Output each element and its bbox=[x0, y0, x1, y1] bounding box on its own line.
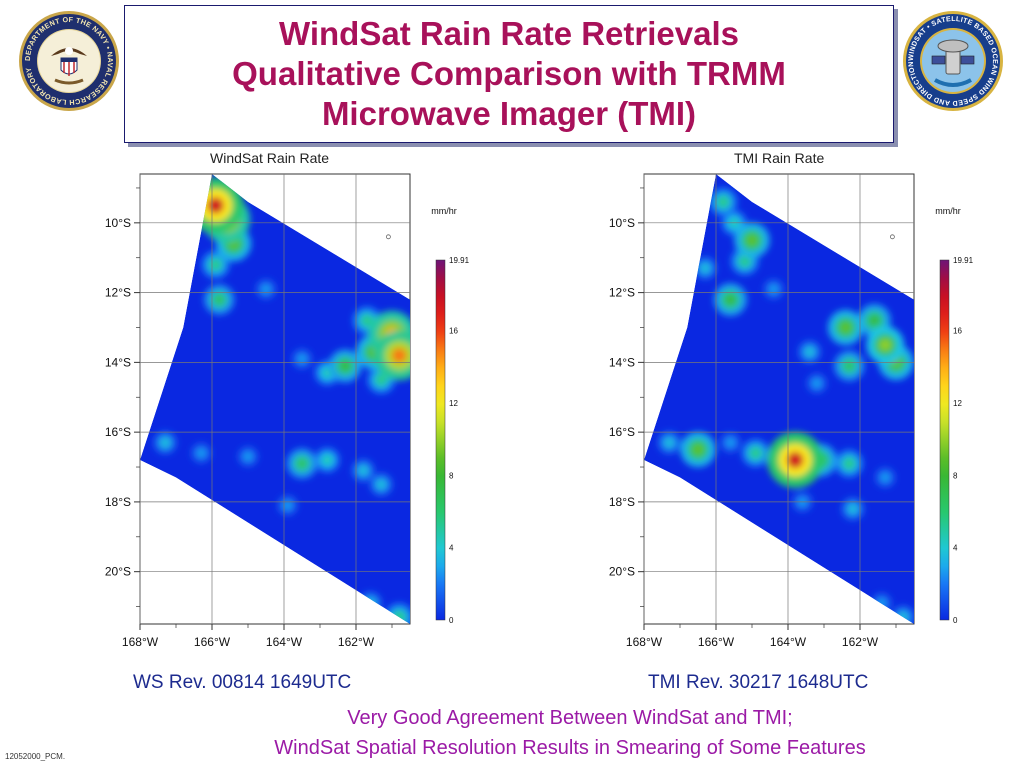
tmi-colorbar-tick-5: 0 bbox=[953, 616, 958, 625]
ws-x-tick-label-2: 164°W bbox=[266, 635, 303, 649]
page-title: WindSat Rain Rate Retrievals Qualitative… bbox=[232, 14, 786, 134]
ws-colorbar-tick-3: 8 bbox=[449, 471, 454, 480]
tmi-x-tick-label-0: 168°W bbox=[626, 635, 663, 649]
windsat-rain-map: 168°W 166°W 164°W 162°W 10°S 12°S 14°S 16°S 18°S… bbox=[105, 173, 470, 649]
ws-rain-core-23 bbox=[207, 197, 224, 214]
tmi-colorbar-tick-4: 4 bbox=[953, 544, 958, 553]
ws-colorbar bbox=[435, 259, 446, 621]
tmi-rain-core-16 bbox=[844, 361, 854, 371]
ws-rain-core-5 bbox=[161, 439, 169, 447]
ws-colorbar-tick-0: 19.91 bbox=[449, 256, 470, 265]
tmi-panel: TMI Rain Rate 168°W 166°W 164°W 162°W 10°S 12… bbox=[609, 150, 1024, 650]
ws-island-marker bbox=[385, 234, 391, 240]
tmi-rain-core-15 bbox=[845, 459, 854, 468]
tmi-rain-core-3 bbox=[882, 474, 889, 481]
tmi-y-tick-label-5: 20°S bbox=[609, 565, 635, 579]
ws-rain-core-7 bbox=[377, 481, 385, 488]
tmi-y-tick-label-2: 14°S bbox=[609, 355, 635, 369]
conclusion-line-1: Very Good Agreement Between WindSat and … bbox=[347, 707, 793, 729]
tmi-x-tick-label-3: 162°W bbox=[842, 635, 879, 649]
tmi-rain-core-1 bbox=[813, 380, 820, 387]
tmi-rain-core-12 bbox=[719, 197, 728, 207]
tmi-rain-core-8 bbox=[665, 439, 673, 447]
tmi-colorbar-tick-0: 19.91 bbox=[953, 256, 974, 265]
ws-rain-core-16 bbox=[297, 459, 307, 469]
windsat-revision-caption: WS Rev. 00814 1649UTC bbox=[133, 672, 352, 693]
tmi-revision-caption: TMI Rev. 30217 1648UTC bbox=[648, 672, 869, 693]
windsat-panel: WindSat Rain Rate 168°W 166°W 164°W 162°W 10… bbox=[105, 150, 585, 650]
ws-rain-core-12 bbox=[362, 316, 371, 325]
ws-colorbar-tick-5: 0 bbox=[449, 616, 454, 625]
ws-y-tick-label-4: 18°S bbox=[105, 495, 131, 509]
tmi-rain-core-20 bbox=[746, 235, 758, 246]
windsat-seal-icon: WINDSAT • SATELLITE BASED OCEAN WIND SPE… bbox=[903, 11, 1003, 111]
tmi-rain-core-24 bbox=[879, 339, 891, 351]
tmi-rain-core-21 bbox=[840, 322, 851, 333]
ws-rain-core-4 bbox=[284, 502, 291, 509]
tmi-rain-core-9 bbox=[849, 505, 857, 513]
windsat-chart-title: WindSat Rain Rate bbox=[210, 150, 330, 166]
tmi-x-tick-label-1: 166°W bbox=[698, 635, 735, 649]
ws-colorbar-tick-4: 4 bbox=[449, 544, 454, 553]
tmi-rain-core-23 bbox=[692, 444, 704, 455]
ws-x-tick-label-0: 168°W bbox=[122, 635, 159, 649]
ws-y-tick-label-3: 16°S bbox=[105, 425, 131, 439]
tmi-rain-core-0 bbox=[770, 286, 777, 293]
tmi-swath-group bbox=[644, 174, 914, 624]
ws-colorbar-tick-1: 16 bbox=[449, 327, 458, 336]
ws-y-tick-label-0: 10°S bbox=[105, 216, 131, 230]
tmi-colorbar-tick-2: 12 bbox=[953, 399, 962, 408]
ws-rain-core-11 bbox=[211, 260, 220, 269]
tmi-y-tick-label-1: 12°S bbox=[609, 286, 635, 300]
title-line-3: Microwave Imager (TMI) bbox=[321, 95, 697, 132]
ws-rain-core-3 bbox=[244, 453, 252, 460]
ws-rain-core-15 bbox=[214, 295, 224, 305]
tmi-rain-core-17 bbox=[725, 294, 736, 305]
ws-colorbar-units: mm/hr bbox=[431, 206, 457, 216]
ws-swath bbox=[140, 174, 410, 624]
tmi-rain-core-7 bbox=[806, 348, 814, 356]
tmi-y-tick-label-3: 16°S bbox=[609, 425, 635, 439]
title-box: WindSat Rain Rate Retrievals Qualitative… bbox=[124, 5, 894, 143]
ws-rain-core-9 bbox=[323, 369, 331, 377]
tmi-colorbar-tick-3: 8 bbox=[953, 471, 958, 480]
tmi-x-tick-label-2: 164°W bbox=[770, 635, 807, 649]
tmi-chart-title: TMI Rain Rate bbox=[734, 150, 825, 166]
tmi-y-tick-label-0: 10°S bbox=[609, 216, 635, 230]
tmi-colorbar-tick-1: 16 bbox=[953, 327, 962, 336]
conclusion-line-2: WindSat Spatial Resolution Results in Sm… bbox=[274, 737, 866, 759]
tmi-rain-core-25 bbox=[786, 451, 804, 469]
title-line-2: Qualitative Comparison with TRMM bbox=[232, 55, 786, 92]
ws-x-tick-label-3: 162°W bbox=[338, 635, 375, 649]
title-line-1: WindSat Rain Rate Retrievals bbox=[278, 15, 739, 52]
tmi-rain-core-13 bbox=[740, 257, 749, 266]
tmi-colorbar bbox=[939, 259, 950, 621]
navy-seal-icon: DEPARTMENT OF THE NAVY • NAVAL RESEARCH … bbox=[19, 11, 119, 111]
tmi-colorbar-units: mm/hr bbox=[935, 206, 961, 216]
ws-rain-core-17 bbox=[340, 360, 351, 371]
tmi-rain-core-6 bbox=[701, 264, 709, 272]
ws-rain-core-10 bbox=[323, 456, 331, 464]
ws-colorbar-tick-2: 12 bbox=[449, 399, 458, 408]
tmi-island-marker bbox=[889, 234, 895, 240]
tmi-rain-map: 168°W 166°W 164°W 162°W 10°S 12°S 14°S 16°S 18°S… bbox=[609, 173, 974, 649]
ws-rain-core-22 bbox=[391, 347, 407, 363]
ws-y-tick-label-2: 14°S bbox=[105, 355, 131, 369]
ws-y-tick-label-5: 20°S bbox=[105, 565, 131, 579]
ws-rain-core-2 bbox=[198, 449, 205, 457]
ws-rain-core-1 bbox=[298, 355, 306, 362]
tmi-rain-core-18 bbox=[869, 315, 880, 326]
ws-rain-core-13 bbox=[377, 375, 386, 384]
ws-y-tick-label-1: 12°S bbox=[105, 286, 131, 300]
ws-rain-core-6 bbox=[359, 467, 367, 474]
tmi-y-tick-label-4: 18°S bbox=[609, 495, 635, 509]
tmi-rain-core-14 bbox=[751, 448, 760, 458]
ws-x-tick-label-1: 166°W bbox=[194, 635, 231, 649]
ws-rain-core-0 bbox=[262, 286, 270, 293]
tmi-rain-core-2 bbox=[727, 439, 734, 446]
footer-code: 12052000_PCM. bbox=[5, 752, 66, 761]
